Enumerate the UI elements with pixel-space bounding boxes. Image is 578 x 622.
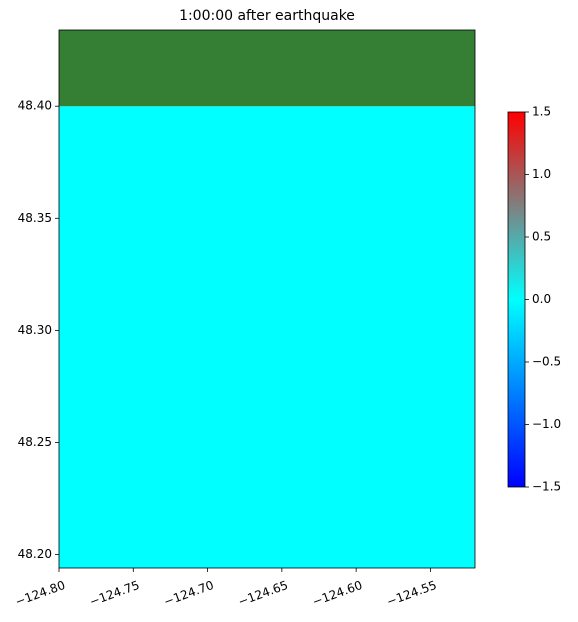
plot-frame [58, 29, 476, 569]
y-tick-label: 48.30 [18, 323, 52, 337]
colorbar-tick-label: 1.5 [532, 105, 551, 119]
y-tick-label: 48.40 [18, 99, 52, 113]
colorbar-tick-label: 0.5 [532, 230, 551, 244]
y-tick-label: 48.25 [18, 435, 52, 449]
y-tick-label: 48.20 [18, 547, 52, 561]
cell [59, 30, 475, 107]
chart-title: 1:00:00 after earthquake [179, 8, 355, 24]
x-tick-label: −124.80 [13, 578, 67, 609]
colorbar [507, 111, 526, 488]
x-tick-label: −124.60 [310, 578, 364, 609]
colorbar-tick-label: 1.0 [532, 167, 551, 181]
x-tick-label: −124.70 [162, 578, 216, 609]
cell [59, 106, 475, 568]
y-tick-label: 48.35 [18, 211, 52, 225]
x-tick-label: −124.55 [385, 578, 439, 609]
colorbar-tick-label: −1.0 [532, 417, 561, 431]
x-tick-label: −124.75 [88, 578, 142, 609]
x-tick-label: −124.65 [236, 578, 290, 609]
colorbar-tick-label: −0.5 [532, 355, 561, 369]
colorbar-tick-label: −1.5 [532, 480, 561, 494]
colorbar-tick-label: 0.0 [532, 292, 551, 306]
